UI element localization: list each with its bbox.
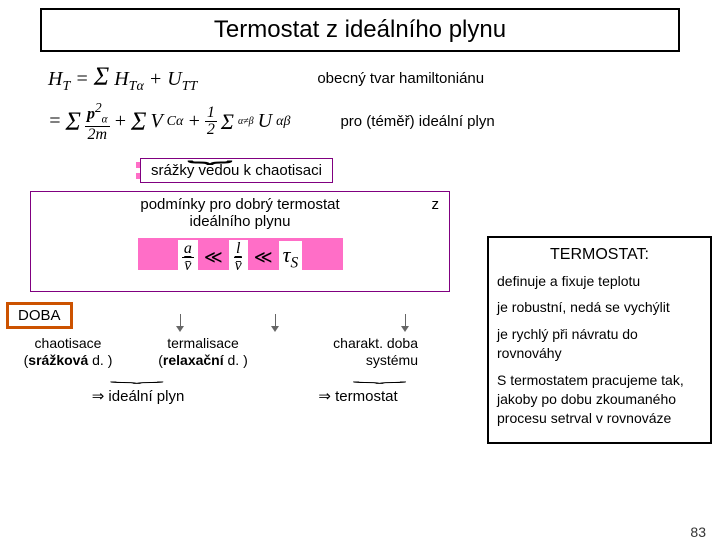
equation-row-1: HT = Σ HTα + UTT obecný tvar hamiltonián… (48, 62, 720, 95)
slide-title-box: Termostat z ideálního plynu (40, 8, 680, 52)
cond-title-l1: podmínky pro dobrý termostat (140, 196, 339, 213)
conditions-title: podmínky pro dobrý termostat ideálního p… (39, 196, 441, 230)
inequality: a v̄ ≪ l v̄ ≪ τS (138, 234, 343, 281)
thermostat-panel: TERMOSTAT: definuje a fixuje teplotu je … (487, 236, 712, 444)
doba-box: DOBA (6, 302, 73, 329)
c2-l1: termalisace (167, 335, 239, 351)
c2-l2c: d. ) (224, 352, 248, 368)
timescale-thermalisation: termalisace (relaxační d. ) (138, 335, 268, 369)
thermostat-title: TERMOSTAT: (497, 244, 702, 266)
hamiltonian-ideal-gas: = Σ p2α2m + Σ VCα + 12 Σα≠β Uαβ (48, 101, 290, 143)
eq2-label: pro (téměř) ideální plyn (340, 113, 494, 130)
timescale-chaotisation: chaotisace (srážková d. ) (8, 335, 128, 369)
underbrace-icon: ⏟ (0, 145, 665, 156)
c3-l2: systému (366, 352, 418, 368)
slide-title: Termostat z ideálního plynu (214, 16, 506, 43)
timescale-section: chaotisace (srážková d. ) termalisace (r… (8, 335, 478, 405)
arrow-down-icon (160, 314, 200, 336)
hamiltonian-general: HT = Σ HTα + UTT (48, 62, 197, 95)
z-label: z (432, 196, 440, 213)
arrow-down-icon (385, 314, 425, 336)
c1-l1: chaotisace (35, 335, 102, 351)
c1-l2b: srážková (28, 352, 88, 368)
timescale-system: charakt. doba systému (288, 335, 418, 369)
thermostat-p3: je rychlý při návratu do rovnováhy (497, 325, 702, 363)
c1-l2c: d. ) (88, 352, 112, 368)
equation-row-2: = Σ p2α2m + Σ VCα + 12 Σα≠β Uαβ pro (tém… (48, 101, 720, 143)
thermostat-p1: definuje a fixuje teplotu (497, 272, 702, 291)
ll-op-2: ≪ (254, 247, 273, 268)
implies-ideal-gas: ⇒ ideální plyn (38, 387, 238, 405)
conditions-panel: podmínky pro dobrý termostat ideálního p… (30, 191, 450, 292)
doba-label: DOBA (18, 307, 61, 324)
eq1-label: obecný tvar hamiltoniánu (317, 70, 484, 87)
underbrace-icon: ⏟ (0, 373, 720, 382)
thermostat-p2: je robustní, nedá se vychýlit (497, 298, 702, 317)
term-a-over-v: a v̄ (178, 240, 198, 275)
ll-op-1: ≪ (204, 247, 223, 268)
implies-thermostat: ⇒ termostat (268, 387, 448, 405)
chaos-note: srážky vedou k chaotisaci (151, 162, 322, 179)
cond-title-l2: ideálního plynu (190, 213, 291, 230)
term-tau-s: τS (279, 241, 303, 273)
c2-l2b: relaxační (163, 352, 224, 368)
arrow-down-icon (255, 314, 295, 336)
c3-l1: charakt. doba (333, 335, 418, 351)
term-l-over-v: l v̄ (229, 240, 248, 275)
inequality-wrap: a v̄ ≪ l v̄ ≪ τS (138, 234, 343, 281)
page-number: 83 (690, 524, 706, 540)
chaos-note-box: srážky vedou k chaotisaci (140, 158, 333, 183)
